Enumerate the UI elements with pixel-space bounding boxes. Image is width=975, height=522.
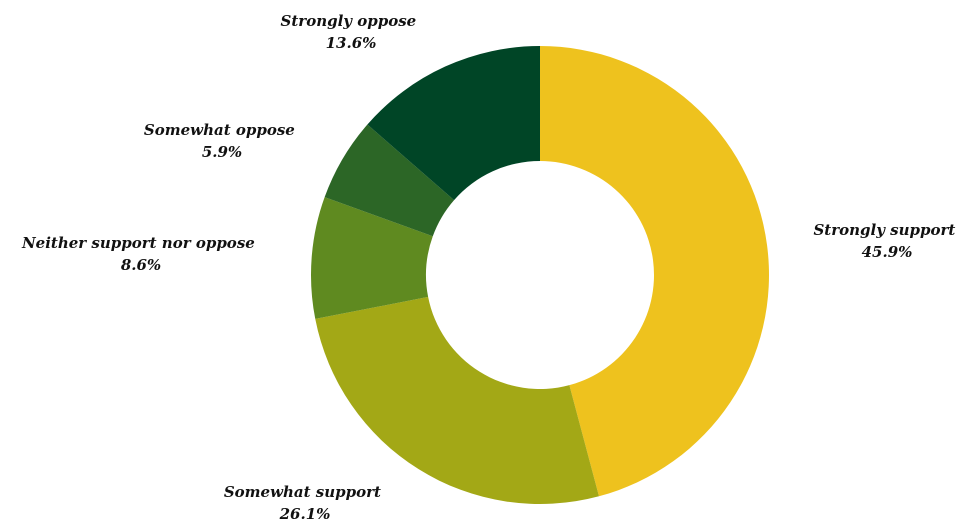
label-somewhat-oppose-name: Somewhat oppose [144,121,295,139]
label-strongly-support-value: 45.9% [862,243,913,261]
donut-slices [311,46,769,504]
label-strongly-oppose: Strongly oppose 13.6% [281,12,422,52]
label-somewhat-oppose: Somewhat oppose 5.9% [144,121,300,161]
label-somewhat-support-name: Somewhat support [224,483,381,501]
label-strongly-support: Strongly support 45.9% [813,221,960,261]
label-strongly-support-name: Strongly support [813,221,955,239]
slice-strongly-oppose [367,46,540,201]
label-somewhat-oppose-value: 5.9% [202,143,242,161]
label-somewhat-support: Somewhat support 26.1% [224,483,386,522]
slice-somewhat-oppose [324,124,455,237]
label-somewhat-support-value: 26.1% [279,505,331,522]
label-neither-value: 8.6% [121,256,161,274]
label-neither-name: Neither support nor oppose [21,234,255,252]
slice-neither-support-nor-oppose [311,197,433,319]
slice-strongly-support [540,46,769,497]
label-strongly-oppose-value: 13.6% [326,34,377,52]
slice-somewhat-support [315,296,599,504]
label-strongly-oppose-name: Strongly oppose [281,12,417,30]
label-neither: Neither support nor oppose 8.6% [21,234,260,274]
